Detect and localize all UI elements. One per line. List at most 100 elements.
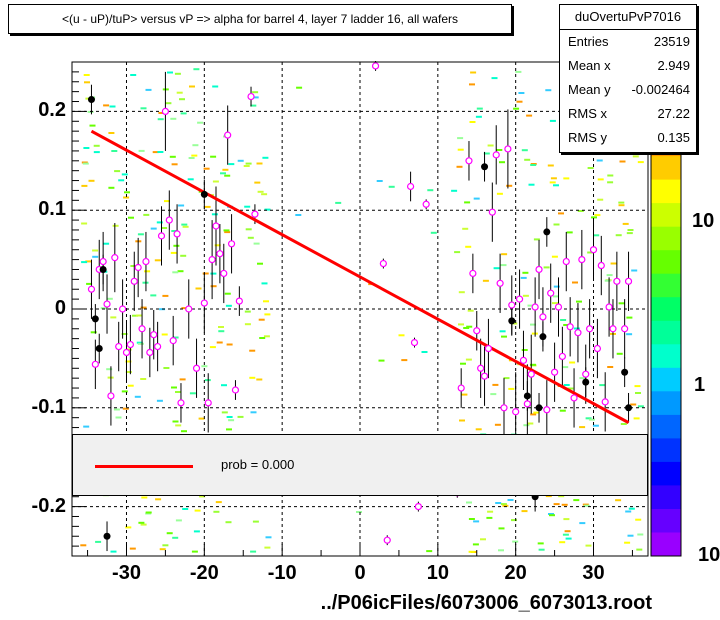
occupancy-cell — [237, 415, 244, 418]
occupancy-cell — [261, 282, 268, 285]
occupancy-cell — [458, 291, 465, 294]
occupancy-cell — [512, 540, 519, 543]
profile-point — [589, 246, 598, 254]
profile-point — [383, 536, 391, 544]
profile-point — [142, 257, 150, 266]
occupancy-cell — [559, 541, 566, 544]
profile-point — [613, 277, 621, 285]
occupancy-cell — [263, 300, 269, 303]
occupancy-cell — [571, 153, 578, 155]
occupancy-cell — [211, 213, 218, 216]
profile-point — [515, 295, 524, 303]
occupancy-cell — [189, 392, 196, 395]
occupancy-cell — [496, 192, 503, 195]
occupancy-cell — [378, 359, 385, 362]
occupancy-cell — [161, 227, 168, 229]
occupancy-cell — [172, 420, 179, 423]
occupancy-cell — [552, 302, 558, 305]
occupancy-cell — [174, 72, 181, 75]
profile-point — [508, 301, 516, 309]
occupancy-cell — [182, 225, 189, 228]
occupancy-cell — [90, 331, 97, 334]
profile-point — [134, 263, 142, 272]
occupancy-cell — [607, 366, 614, 368]
occupancy-cell — [482, 279, 489, 282]
occupancy-cell — [627, 534, 634, 537]
profile-point — [87, 285, 96, 293]
occupancy-cell — [258, 318, 265, 321]
occupancy-cell — [632, 155, 639, 158]
occupancy-cell — [128, 216, 134, 219]
occupancy-cell — [468, 518, 475, 520]
occupancy-cell — [295, 214, 302, 216]
occupancy-cell — [553, 223, 560, 226]
occupancy-cell — [157, 151, 164, 153]
occupancy-cell — [89, 124, 96, 127]
occupancy-cell — [549, 514, 555, 517]
occupancy-cell — [461, 393, 468, 396]
z-tick-label: 1 — [694, 374, 706, 396]
occupancy-cell — [210, 285, 217, 288]
occupancy-cell — [457, 137, 464, 140]
occupancy-cell — [129, 547, 136, 550]
occupancy-cell — [637, 161, 644, 164]
occupancy-cell — [125, 348, 132, 351]
occupancy-cell — [473, 520, 480, 523]
occupancy-cell — [498, 549, 504, 552]
occupancy-cell — [137, 342, 144, 345]
occupancy-cell — [506, 184, 513, 187]
occupancy-cell — [553, 184, 559, 187]
occupancy-cell — [388, 185, 395, 188]
occupancy-cell — [626, 232, 633, 235]
stats-label: RMS y — [568, 130, 607, 145]
occupancy-cell — [175, 424, 182, 427]
occupancy-cell — [573, 499, 580, 502]
occupancy-cell — [124, 191, 130, 194]
occupancy-cell — [141, 496, 148, 499]
occupancy-cell — [458, 323, 464, 326]
occupancy-cell — [226, 428, 232, 431]
occupancy-cell — [243, 165, 250, 167]
occupancy-cell — [125, 526, 132, 529]
occupancy-cell — [583, 504, 590, 507]
occupancy-cell — [134, 395, 141, 398]
occupancy-cell — [83, 147, 90, 149]
occupancy-cell — [245, 228, 252, 231]
occupancy-cell — [543, 266, 550, 269]
occupancy-cell — [140, 107, 147, 110]
black-point — [625, 404, 633, 412]
profile-point — [488, 208, 496, 216]
black-point — [535, 404, 543, 412]
occupancy-cell — [256, 378, 263, 381]
occupancy-cell — [225, 304, 232, 307]
occupancy-cell — [466, 325, 473, 328]
profile-point — [99, 257, 107, 266]
profile-point — [527, 370, 535, 378]
occupancy-cell — [172, 536, 179, 539]
color-scale-step — [651, 532, 681, 557]
occupancy-cell — [118, 179, 125, 182]
profile-point — [410, 338, 419, 347]
legend-fit-swatch — [95, 465, 193, 468]
profile-point — [519, 356, 528, 364]
profile-point — [138, 325, 146, 333]
occupancy-cell — [176, 91, 183, 94]
occupancy-cell — [524, 158, 531, 161]
occupancy-cell — [561, 503, 568, 506]
occupancy-cell — [470, 71, 477, 74]
occupancy-cell — [154, 259, 161, 262]
occupancy-cell — [108, 132, 115, 134]
occupancy-cell — [563, 384, 570, 386]
black-point — [543, 228, 551, 236]
occupancy-cell — [572, 281, 578, 284]
occupancy-cell — [247, 236, 254, 239]
occupancy-cell — [530, 164, 537, 166]
occupancy-cell — [518, 92, 525, 94]
profile-point — [484, 344, 493, 353]
occupancy-cell — [264, 546, 271, 549]
occupancy-cell — [140, 523, 147, 526]
occupancy-cell — [585, 544, 592, 547]
occupancy-cell — [140, 306, 147, 309]
occupancy-cell — [88, 179, 95, 182]
color-scale-step — [651, 156, 681, 181]
